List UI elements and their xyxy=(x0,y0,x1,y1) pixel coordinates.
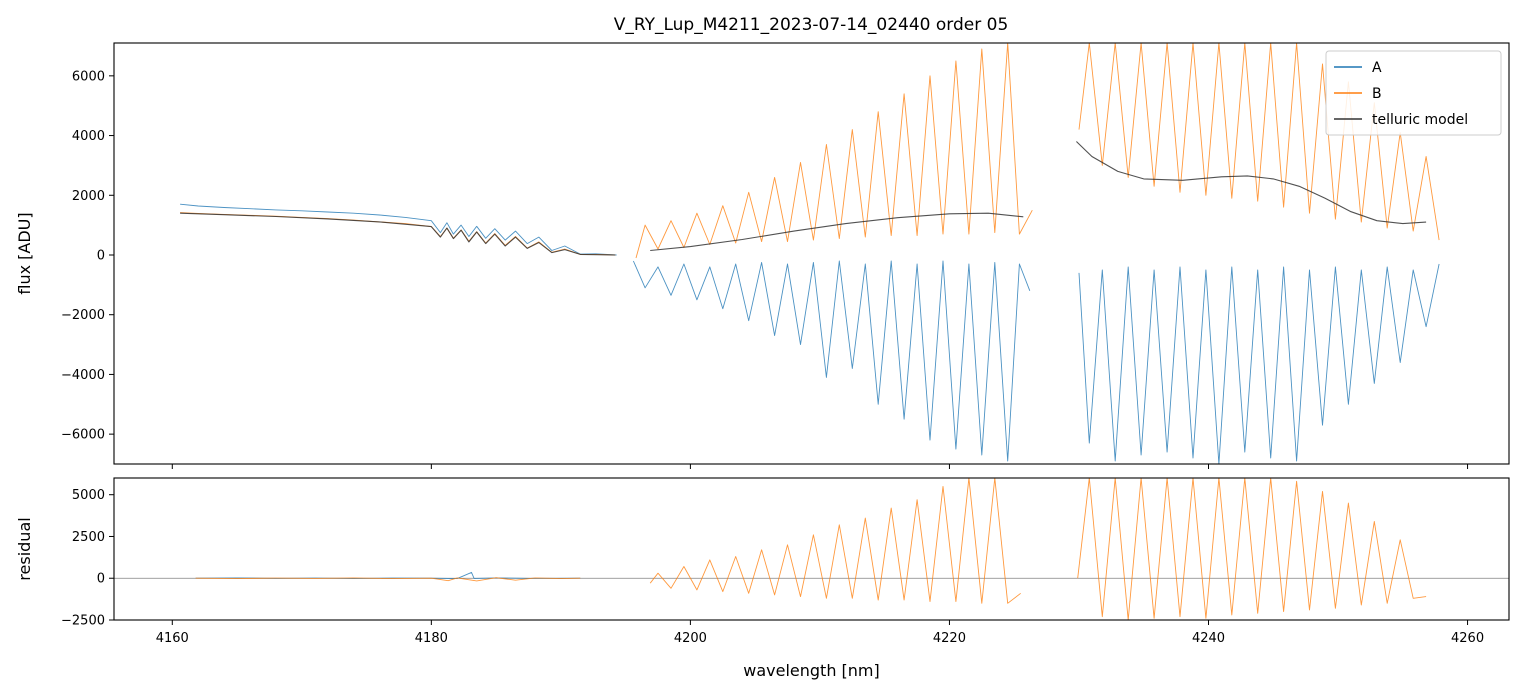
main-axes-frame xyxy=(113,42,1510,465)
residual-series-b-segment-2 xyxy=(649,478,1021,604)
main-series-group xyxy=(180,43,1440,464)
residual-panel: 4160 4180 4200 4220 4240 4260 −2500 0 2500 5000 re… xyxy=(15,477,1510,680)
residual-xtick-label-4220: 4220 xyxy=(933,631,966,646)
legend-label-b: B xyxy=(1372,86,1382,102)
residual-xtick-label-4180: 4180 xyxy=(415,631,448,646)
main-ytick-label-0: −6000 xyxy=(61,428,105,443)
main-ytick-label-6: 6000 xyxy=(72,69,105,84)
main-ylabel: flux [ADU] xyxy=(15,212,34,294)
residual-xlabel: wavelength [nm] xyxy=(743,661,880,680)
residual-xtick-label-4160: 4160 xyxy=(156,631,189,646)
residual-ytick-label-2: 2500 xyxy=(72,530,105,545)
main-ytick-label-4: 2000 xyxy=(72,189,105,204)
main-series-a-segment-2 xyxy=(632,260,1031,462)
residual-ytick-label-1: 0 xyxy=(97,572,105,587)
residual-axes-frame xyxy=(113,477,1510,621)
main-series-a-segment-3 xyxy=(1078,263,1440,464)
residual-ylabel: residual xyxy=(15,517,34,580)
main-ytick-label-5: 4000 xyxy=(72,129,105,144)
residual-ytick-label-0: −2500 xyxy=(61,614,105,629)
legend-label-a: A xyxy=(1372,60,1382,76)
legend-box xyxy=(1325,50,1502,136)
main-series-telluric-model-segment-2 xyxy=(650,212,1024,252)
main-series-b-segment-3 xyxy=(1078,43,1440,241)
main-series-a-segment-1 xyxy=(180,203,617,256)
main-ytick-label-3: 0 xyxy=(97,248,105,263)
residual-xtick-label-4260: 4260 xyxy=(1451,631,1484,646)
residual-series-b-segment-3 xyxy=(1077,478,1427,620)
main-series-telluric-model-segment-1 xyxy=(180,212,616,256)
flux-panel: −6000 −4000 −2000 0 2000 4000 6000 flux [ADU] AB… xyxy=(15,42,1510,469)
main-series-telluric-model-segment-3 xyxy=(1076,141,1427,225)
residual-series-b-segment-1 xyxy=(195,577,581,582)
residual-xtick-label-4200: 4200 xyxy=(674,631,707,646)
legend-label-telluric-model: telluric model xyxy=(1372,112,1468,128)
figure-title: V_RY_Lup_M4211_2023-07-14_02440 order 05 xyxy=(614,15,1009,35)
main-ytick-label-1: −4000 xyxy=(61,368,105,383)
residual-series-group xyxy=(195,478,1427,620)
main-ytick-label-2: −2000 xyxy=(61,308,105,323)
residual-xtick-label-4240: 4240 xyxy=(1192,631,1225,646)
residual-ytick-label-3: 5000 xyxy=(72,488,105,503)
main-series-b-segment-2 xyxy=(635,43,1033,259)
